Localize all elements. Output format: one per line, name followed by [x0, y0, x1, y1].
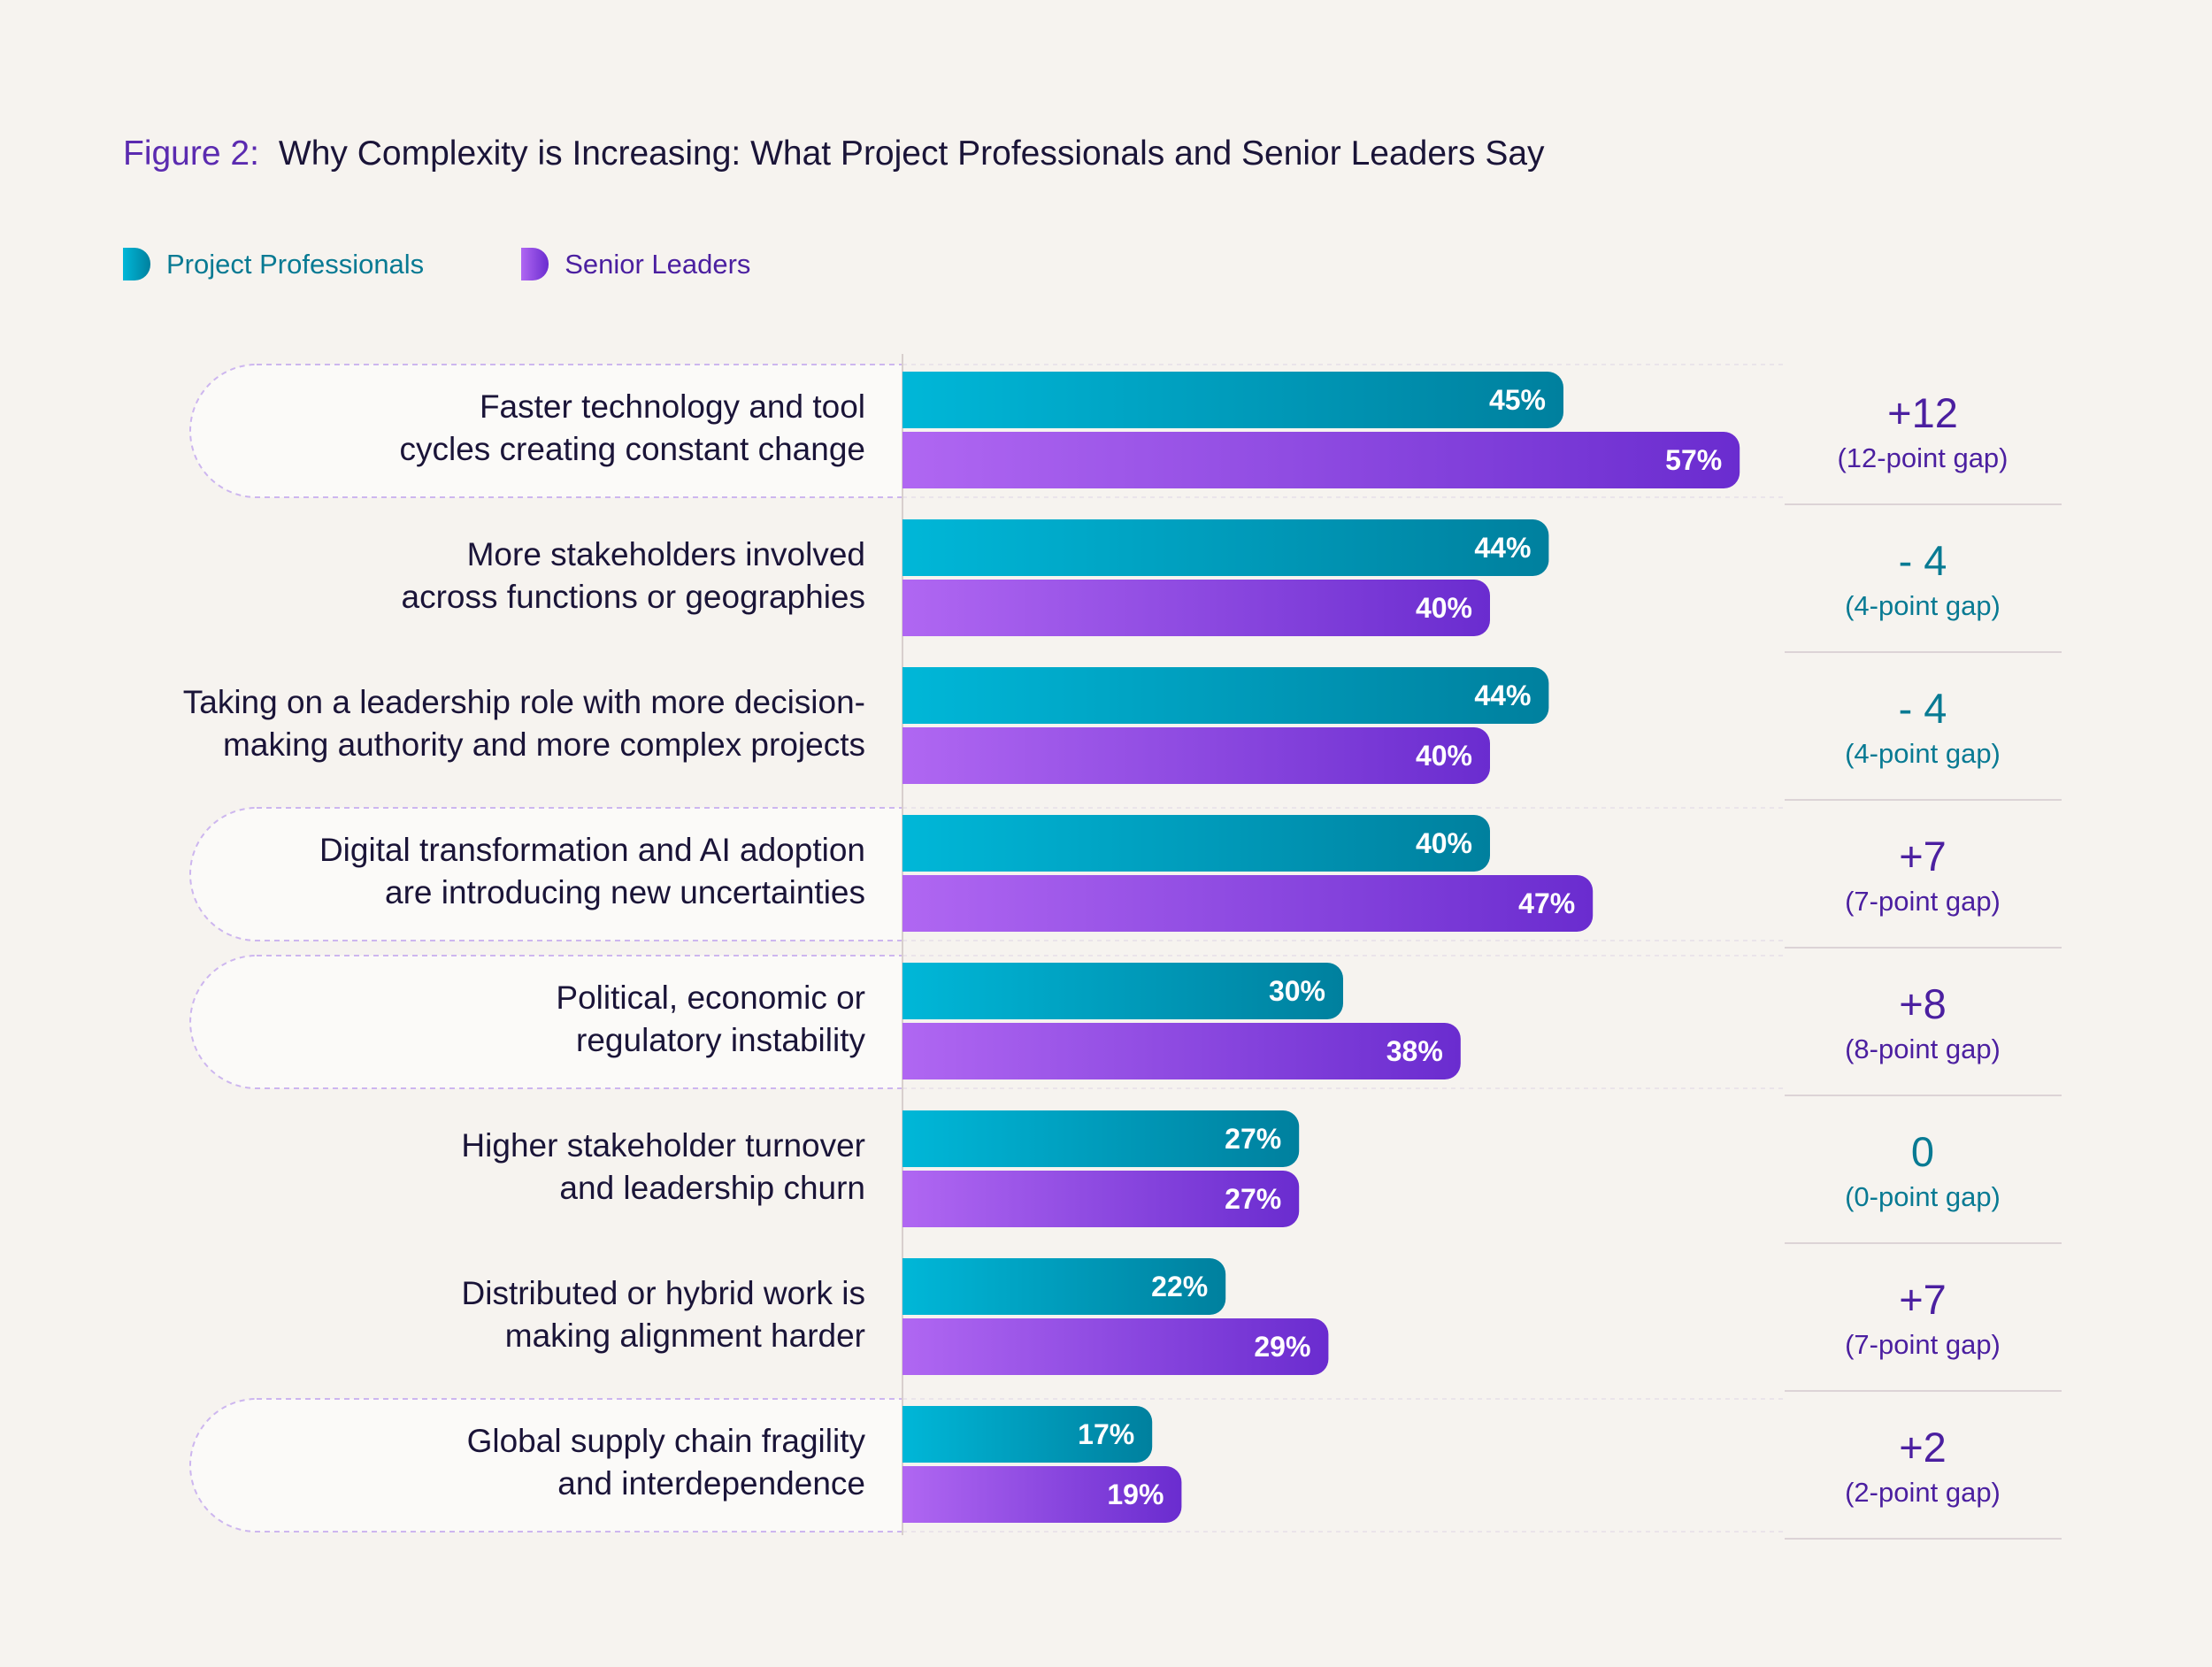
category-label-6-line-0: Distributed or hybrid work is: [462, 1275, 865, 1311]
category-label-4: Political, economic or regulatory instabi…: [556, 979, 865, 1058]
category-label-5-line-1: and leadership churn: [559, 1170, 865, 1206]
bar-project-professionals-0-label: 45%: [1489, 384, 1546, 416]
bar-project-professionals-2-label: 44%: [1474, 680, 1531, 711]
bar-senior-leaders-4: [902, 1023, 1461, 1079]
bar-project-professionals-7: [902, 1406, 1153, 1463]
category-label-7-line-0: Global supply chain fragility: [467, 1423, 866, 1459]
category-label-5-line-0: Higher stakeholder turnover: [461, 1127, 865, 1164]
category-label-7: Global supply chain fragility and interde…: [467, 1423, 866, 1502]
gap-note-4: (8-point gap): [1845, 1033, 2001, 1064]
bar-senior-leaders-7-label: 19%: [1107, 1479, 1164, 1510]
gap-note-6: (7-point gap): [1845, 1329, 2001, 1360]
category-label-2: Taking on a leadership role with more de…: [183, 684, 865, 763]
legend-swatch-senior-leaders: [521, 248, 549, 280]
gap-value-3: +7: [1899, 833, 1947, 880]
bar-project-professionals-1: [902, 519, 1549, 576]
category-label-0-line-1: cycles creating constant change: [399, 431, 865, 467]
chart-title: Figure 2: Why Complexity is Increasing: W…: [123, 134, 1545, 173]
bar-senior-leaders-0-label: 57%: [1665, 444, 1722, 476]
category-label-7-line-1: and interdependence: [557, 1465, 865, 1502]
gap-note-2: (4-point gap): [1845, 738, 2001, 769]
highlight-row-bg-7: [189, 1398, 903, 1533]
bar-senior-leaders-3: [902, 875, 1594, 932]
gap-note-3: (7-point gap): [1845, 886, 2001, 917]
bar-project-professionals-4-label: 30%: [1269, 975, 1325, 1007]
bar-project-professionals-6: [902, 1258, 1226, 1315]
category-label-5: Higher stakeholder turnover and leadershi…: [461, 1127, 865, 1206]
gap-note-7: (2-point gap): [1845, 1477, 2001, 1508]
category-label-3-line-1: are introducing new uncertainties: [385, 874, 865, 910]
figure-number: Figure 2:: [123, 134, 259, 173]
category-label-3-line-0: Digital transformation and AI adoption: [319, 832, 865, 868]
gap-value-4: +8: [1899, 980, 1947, 1027]
bar-project-professionals-1-label: 44%: [1474, 532, 1531, 564]
figure-title-text: Why Complexity is Increasing: What Proje…: [278, 134, 1545, 173]
category-label-6-line-1: making alignment harder: [505, 1317, 865, 1354]
category-label-1-line-1: across functions or geographies: [402, 579, 865, 615]
category-label-3: Digital transformation and AI adoption ar…: [319, 832, 865, 910]
category-label-4-line-0: Political, economic or: [556, 979, 865, 1016]
gap-note-5: (0-point gap): [1845, 1181, 2001, 1212]
bar-senior-leaders-2-label: 40%: [1416, 740, 1472, 772]
highlight-row-bg-0: [189, 364, 903, 498]
bar-senior-leaders-6-label: 29%: [1254, 1331, 1310, 1363]
bar-senior-leaders-5: [902, 1171, 1300, 1227]
gap-value-0: +12: [1887, 389, 1958, 436]
category-label-1-line-0: More stakeholders involved: [467, 536, 865, 572]
bar-project-professionals-4: [902, 963, 1343, 1019]
bar-project-professionals-5-label: 27%: [1225, 1123, 1281, 1155]
legend-label-project-professionals: Project Professionals: [166, 248, 425, 280]
gap-value-6: +7: [1899, 1276, 1947, 1323]
bar-project-professionals-5: [902, 1110, 1300, 1167]
category-label-6: Distributed or hybrid work is making alig…: [462, 1275, 865, 1354]
gap-note-1: (4-point gap): [1845, 590, 2001, 621]
category-label-2-line-1: making authority and more complex projec…: [223, 726, 865, 763]
category-label-1: More stakeholders involved across functio…: [402, 536, 865, 615]
highlight-row-bg-3: [189, 807, 903, 941]
legend-swatch-project-professionals: [123, 248, 150, 280]
legend-item-project-professionals: Project Professionals: [123, 248, 424, 280]
bar-project-professionals-3: [902, 815, 1490, 872]
legend: Project Professionals Senior Leaders: [123, 248, 848, 280]
category-label-4-line-1: regulatory instability: [576, 1022, 865, 1058]
bar-project-professionals-0: [902, 372, 1563, 428]
bar-senior-leaders-3-label: 47%: [1518, 887, 1575, 919]
category-label-2-line-0: Taking on a leadership role with more de…: [183, 684, 865, 720]
gap-value-7: +2: [1899, 1424, 1947, 1471]
category-label-0: Faster technology and tool cycles creatin…: [399, 388, 865, 467]
bar-project-professionals-7-label: 17%: [1078, 1418, 1134, 1450]
bar-senior-leaders-2: [902, 727, 1490, 784]
bar-project-professionals-2: [902, 667, 1549, 724]
bar-senior-leaders-6: [902, 1318, 1329, 1375]
highlight-row-bg-4: [189, 955, 903, 1089]
bar-senior-leaders-0: [902, 432, 1740, 488]
bar-project-professionals-3-label: 40%: [1416, 827, 1472, 859]
gap-note-0: (12-point gap): [1837, 442, 2008, 473]
gap-value-1: - 4: [1899, 537, 1947, 584]
gap-value-2: - 4: [1899, 685, 1947, 732]
gap-value-5: 0: [1911, 1128, 1934, 1175]
bar-senior-leaders-7: [902, 1466, 1182, 1523]
legend-label-senior-leaders: Senior Leaders: [565, 248, 751, 280]
legend-item-senior-leaders: Senior Leaders: [521, 248, 750, 280]
category-label-0-line-0: Faster technology and tool: [480, 388, 865, 425]
bar-senior-leaders-1-label: 40%: [1416, 592, 1472, 624]
bar-senior-leaders-5-label: 27%: [1225, 1183, 1281, 1215]
bar-senior-leaders-1: [902, 580, 1490, 636]
bar-senior-leaders-4-label: 38%: [1386, 1035, 1443, 1067]
bar-project-professionals-6-label: 22%: [1151, 1271, 1208, 1302]
